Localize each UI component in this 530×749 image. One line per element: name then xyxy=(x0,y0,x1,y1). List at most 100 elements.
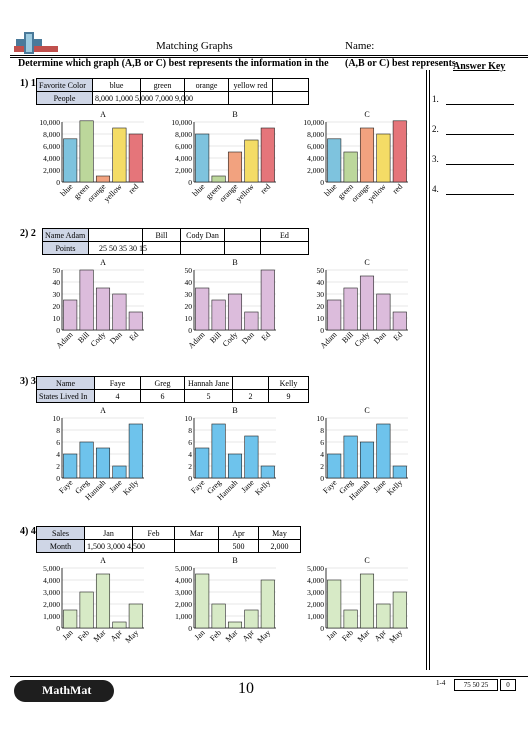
y-tick-label: 1,000 xyxy=(175,612,192,621)
chart-title: B xyxy=(232,556,237,565)
x-tick-label: May xyxy=(123,628,140,645)
table-cell: Sales xyxy=(36,526,85,540)
bar xyxy=(327,579,342,629)
x-tick-label: Feb xyxy=(340,628,355,643)
y-tick-label: 2 xyxy=(320,462,324,471)
y-tick-label: 5,000 xyxy=(175,564,192,573)
y-tick-label: 40 xyxy=(317,278,325,287)
y-tick-label: 0 xyxy=(320,474,324,483)
bar xyxy=(376,133,391,183)
bar-chart: C 0 1,000 2,000 3,000 4,000 5,000 Jan Feb Mar Apr M… xyxy=(307,556,408,645)
table-cell: Name Adam xyxy=(42,228,89,242)
chart-title: C xyxy=(364,556,369,565)
bar xyxy=(79,591,94,629)
bar xyxy=(359,275,375,331)
y-tick-label: 0 xyxy=(56,624,60,633)
table-cell: orange xyxy=(184,78,229,92)
y-tick-label: 0 xyxy=(188,474,192,483)
answer-number: 2. xyxy=(432,124,439,134)
table-cell: 2,000 xyxy=(258,539,301,553)
table-cell: Cody Dan xyxy=(180,228,225,242)
y-tick-label: 3,000 xyxy=(175,588,192,597)
y-tick-label: 2,000 xyxy=(175,166,192,175)
x-tick-label: Cody xyxy=(89,330,108,349)
y-tick-label: 40 xyxy=(185,278,193,287)
x-tick-label: Apr xyxy=(109,628,124,643)
bar xyxy=(376,423,391,479)
x-tick-label: Mar xyxy=(92,628,108,644)
table-cell: 6 xyxy=(140,389,185,403)
table-cell: Hannah Jane xyxy=(184,376,233,390)
page-title: Matching Graphs xyxy=(156,40,233,52)
chart-title: C xyxy=(364,110,369,119)
chart-title: B xyxy=(232,406,237,415)
y-tick-label: 6 xyxy=(56,438,60,447)
y-tick-label: 0 xyxy=(188,624,192,633)
bar xyxy=(195,133,210,183)
bar xyxy=(343,435,358,479)
table-cell: 1,500 3,000 4,500 xyxy=(84,539,145,553)
y-tick-label: 2,000 xyxy=(175,600,192,609)
bar xyxy=(376,603,391,629)
table-cell xyxy=(224,228,261,242)
instructions: Determine which graph (A,B or C) best re… xyxy=(18,58,329,69)
x-tick-label: Apr xyxy=(241,628,256,643)
y-tick-label: 10 xyxy=(53,314,61,323)
chart-title: B xyxy=(232,110,237,119)
bar xyxy=(128,311,143,331)
y-tick-label: 0 xyxy=(56,474,60,483)
bar xyxy=(79,441,94,479)
bar xyxy=(112,293,127,331)
bar xyxy=(260,579,275,629)
bar xyxy=(95,447,111,479)
y-tick-label: 4,000 xyxy=(175,576,192,585)
answer-number: 3. xyxy=(432,154,439,164)
worksheet-logo-icon xyxy=(14,32,58,54)
bar xyxy=(392,591,407,629)
answer-line-4[interactable]: 4. xyxy=(432,184,522,195)
answer-line-3[interactable]: 3. xyxy=(432,154,522,165)
bar xyxy=(63,138,78,183)
answer-line-1[interactable]: 1. xyxy=(432,94,522,105)
bar xyxy=(359,573,375,629)
x-tick-label: Jan xyxy=(61,628,75,642)
y-tick-label: 1,000 xyxy=(307,612,324,621)
chart-title: A xyxy=(100,258,106,267)
table-cell: Bill xyxy=(142,228,181,242)
x-tick-label: May xyxy=(387,628,404,645)
y-tick-label: 4,000 xyxy=(307,576,324,585)
y-tick-label: 2,000 xyxy=(43,166,60,175)
table-cell: Mar xyxy=(174,526,219,540)
bar-chart: B 0 1,000 2,000 3,000 4,000 5,000 Jan Feb Mar Apr M… xyxy=(175,556,276,645)
y-tick-label: 6,000 xyxy=(175,142,192,151)
bar-chart: A02,0004,0006,0008,00010,000bluegreenora… xyxy=(39,110,144,204)
y-tick-label: 2,000 xyxy=(307,166,324,175)
bar xyxy=(63,299,78,331)
logo-text: MathMat xyxy=(42,683,92,697)
table-cell: 9 xyxy=(268,389,309,403)
x-tick-label: Kelly xyxy=(385,478,404,497)
header-divider xyxy=(10,55,528,56)
bar xyxy=(327,138,342,183)
y-tick-label: 30 xyxy=(317,290,325,299)
x-tick-label: Kelly xyxy=(253,478,272,497)
y-tick-label: 5,000 xyxy=(307,564,324,573)
bar xyxy=(112,621,127,629)
table-cell: Month xyxy=(36,539,85,553)
y-tick-label: 0 xyxy=(188,326,192,335)
y-tick-label: 10,000 xyxy=(303,118,324,127)
y-tick-label: 20 xyxy=(317,302,325,311)
bar xyxy=(211,299,226,331)
x-tick-label: Ed xyxy=(392,330,405,343)
name-label: Name: xyxy=(345,40,375,52)
table-cell: 5 xyxy=(184,389,233,403)
bar xyxy=(343,287,358,331)
bar xyxy=(227,151,243,183)
bar xyxy=(327,299,342,331)
data-table-3: Name Faye Greg Hannah Jane Kelly States … xyxy=(36,376,309,403)
bar xyxy=(63,609,78,629)
bar xyxy=(227,453,243,479)
answer-line-2[interactable]: 2. xyxy=(432,124,522,135)
chart-title: A xyxy=(100,110,106,119)
y-tick-label: 20 xyxy=(53,302,61,311)
